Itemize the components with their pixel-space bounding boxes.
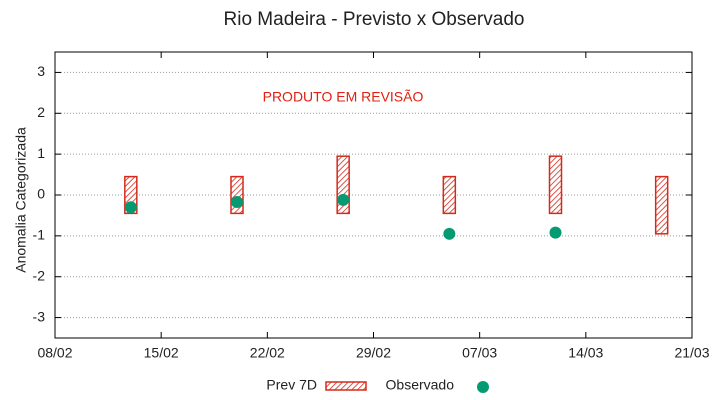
- legend-swatch: [477, 381, 489, 393]
- y-axis-label: Anomalia Categorizada: [13, 127, 29, 273]
- observed-point: [337, 193, 350, 206]
- y-tick-label: -2: [33, 267, 46, 283]
- y-tick-label: -1: [33, 227, 46, 243]
- y-tick-label: 1: [37, 145, 45, 161]
- forecast-range: [548, 155, 563, 215]
- forecast-range: [442, 175, 457, 215]
- forecast-range: [654, 175, 669, 235]
- observed-point: [549, 226, 562, 239]
- observed-point: [443, 227, 456, 240]
- x-tick-label: 21/03: [674, 345, 709, 361]
- observed-point: [231, 195, 243, 208]
- chart-title: Rio Madeira - Previsto x Observado: [224, 9, 525, 30]
- x-tick-label: 22/02: [250, 345, 285, 361]
- observed-point: [124, 201, 137, 214]
- y-tick-label: 3: [37, 63, 45, 79]
- legend-label: Observado: [386, 377, 455, 393]
- x-tick-label: 14/03: [568, 345, 603, 361]
- legend-label: Prev 7D: [266, 377, 317, 393]
- x-tick-label: 08/02: [37, 345, 72, 361]
- y-tick-label: 2: [37, 104, 45, 120]
- x-tick-label: 15/02: [144, 345, 179, 361]
- plot-frame: [54, 51, 693, 339]
- y-tick-label: -3: [33, 308, 46, 324]
- annotation: PRODUTO EM REVISÃO: [263, 89, 424, 105]
- legend-swatch: [325, 381, 367, 391]
- x-tick-label: 29/02: [356, 345, 391, 361]
- y-tick-label: 0: [37, 186, 45, 202]
- x-tick-label: 07/03: [462, 345, 497, 361]
